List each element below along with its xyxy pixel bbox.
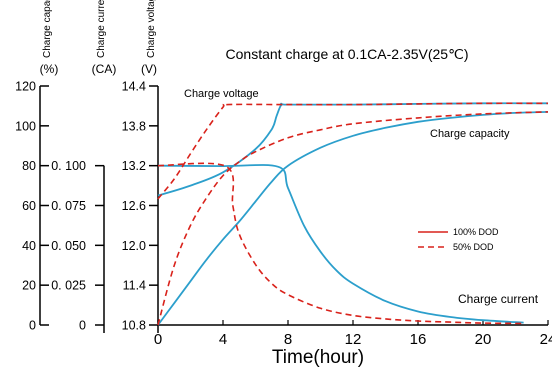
chart-title: Constant charge at 0.1CA-2.35V(25℃)	[226, 46, 469, 62]
axis-tick-label: 14.4	[122, 80, 146, 94]
capacity-axis-unit: (%)	[40, 62, 59, 76]
series-layer	[157, 102, 549, 326]
axis-tick-label: 12.0	[122, 239, 146, 253]
annotation-charge-current: Charge current	[458, 292, 539, 306]
axis-tick-label: 10.8	[122, 319, 146, 333]
capacity-axis-label: Charge capacity	[42, 0, 53, 58]
x-axis-tick-label: 12	[345, 331, 362, 348]
x-axis-tick-label: 16	[410, 331, 427, 348]
axis-tick-label: 0. 075	[51, 199, 86, 213]
x-axis-tick-label: 4	[219, 331, 227, 348]
annotation-charge-voltage: Charge voltage	[184, 88, 259, 100]
x-axis-tick-label: 24	[540, 331, 552, 348]
axis-tick-label: 40	[22, 239, 36, 253]
axis-tick-label: 80	[22, 159, 36, 173]
axis-tick-label: 100	[15, 119, 36, 133]
x-axis-tick-label: 8	[284, 331, 292, 348]
axis-tick-label: 60	[22, 199, 36, 213]
axis-tick-label: 0. 100	[51, 159, 86, 173]
axis-tick-label: 0. 025	[51, 279, 86, 293]
current-axis-label: Charge current	[96, 0, 107, 58]
voltage-axis-label: Charge voltage	[146, 0, 157, 58]
voltage-axis-header: Charge voltage (V)	[141, 0, 157, 76]
axis-tick-label: 120	[15, 80, 36, 94]
series-line-100dod-charge-voltage	[157, 102, 549, 197]
axis-tick-label: 12.6	[122, 199, 146, 213]
current-axis-unit: (CA)	[92, 62, 117, 76]
series-line-50dod-charge-current	[157, 162, 524, 325]
axis-tick-label: 20	[22, 279, 36, 293]
legend: 100% DOD 50% DOD	[418, 227, 499, 252]
legend-label-100dod: 100% DOD	[453, 227, 499, 237]
series-line-100dod-charge-capacity	[157, 111, 549, 326]
axis-tick-label: 11.4	[123, 279, 146, 293]
annotation-charge-capacity: Charge capacity	[430, 128, 510, 140]
axis-tick-label: 0	[79, 319, 86, 333]
series-line-100dod-charge-current	[157, 164, 524, 324]
axis-tick-label: 0. 050	[51, 239, 86, 253]
capacity-axis-header: Charge capacity (%)	[40, 0, 59, 76]
axis-tick-label: 0	[29, 319, 36, 333]
current-axis-header: Charge current (CA)	[92, 0, 117, 76]
x-axis-tick-label: 0	[154, 331, 162, 348]
axis-tick-label: 13.8	[122, 119, 146, 133]
series-line-50dod-charge-capacity	[157, 111, 549, 326]
x-axis-tick-label: 20	[475, 331, 492, 348]
axis-tick-label: 13.2	[122, 159, 146, 173]
x-axis-title: Time(hour)	[272, 347, 364, 368]
voltage-axis-unit: (V)	[141, 62, 157, 76]
legend-label-50dod: 50% DOD	[453, 242, 494, 252]
